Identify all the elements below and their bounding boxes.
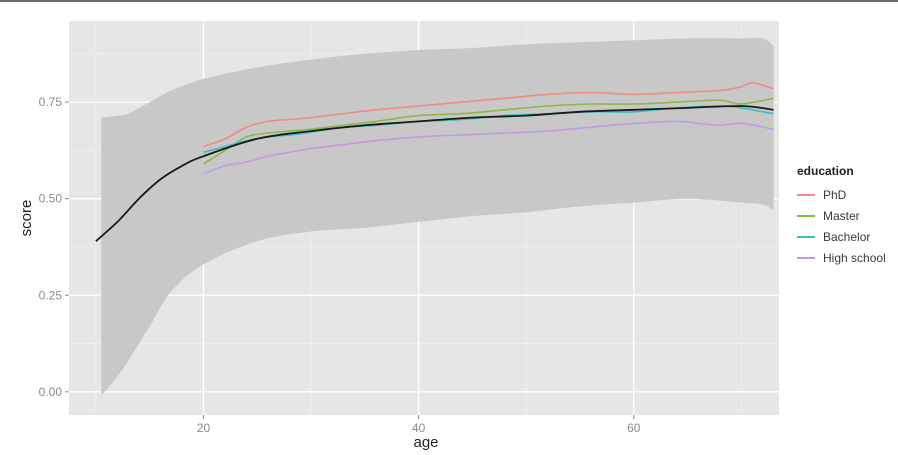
legend-item-phd: PhD xyxy=(797,184,886,205)
y-axis-title: score xyxy=(18,200,35,237)
x-tick-label: 20 xyxy=(197,421,211,435)
legend-label: PhD xyxy=(823,187,847,202)
overall-smooth-line xyxy=(95,105,774,242)
legend: education PhD Master Bachelor High schoo… xyxy=(797,164,886,268)
legend-item-high-school: High school xyxy=(797,247,886,268)
legend-key-line-icon xyxy=(797,214,815,217)
x-tick-label: 60 xyxy=(627,421,641,435)
series-line-master xyxy=(203,97,774,165)
series-line-high-school xyxy=(203,120,774,175)
confidence-ribbon xyxy=(101,37,774,396)
legend-label: High school xyxy=(823,250,886,265)
y-axis-ticks: 0.00 0.25 0.50 0.75 xyxy=(39,95,69,399)
y-tick-label: 0.75 xyxy=(39,95,63,109)
legend-title: education xyxy=(797,164,854,178)
legend-item-master: Master xyxy=(797,205,886,226)
y-tick-label: 0.00 xyxy=(39,385,63,399)
y-tick-label: 0.50 xyxy=(39,192,63,206)
legend-item-bachelor: Bachelor xyxy=(797,226,886,247)
legend-key-line-icon xyxy=(797,256,815,259)
x-axis-title: age xyxy=(413,434,438,451)
legend-key-line-icon xyxy=(797,193,815,196)
y-tick-label: 0.25 xyxy=(39,288,63,302)
legend-label: Master xyxy=(823,208,860,223)
legend-key-line-icon xyxy=(797,235,815,238)
x-axis-ticks: 20 40 60 xyxy=(197,415,641,435)
legend-label: Bachelor xyxy=(823,229,871,244)
series-line-phd xyxy=(203,81,774,148)
top-border xyxy=(0,0,898,2)
x-tick-label: 40 xyxy=(412,421,426,435)
